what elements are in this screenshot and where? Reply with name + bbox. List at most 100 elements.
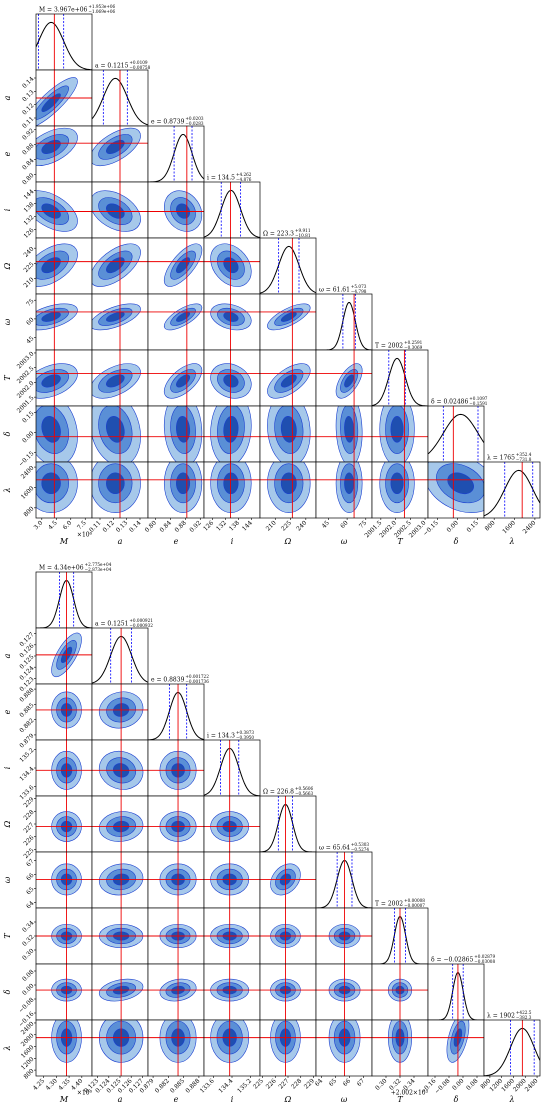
- panel: [36, 572, 92, 628]
- panel: [92, 182, 148, 238]
- panel: [148, 964, 204, 1020]
- panel: [36, 852, 92, 908]
- posterior-curve: [260, 803, 316, 852]
- y-tick-label: 0.88: [21, 142, 36, 157]
- x-tick-label: 65: [328, 1077, 338, 1087]
- panel: [148, 294, 204, 350]
- x-tick-label: 0.885: [169, 1077, 186, 1094]
- panel-bg: [260, 796, 316, 852]
- panel-title: M = 4.34e+06: [39, 565, 84, 572]
- panel-bg: [484, 1020, 540, 1076]
- panel: [36, 238, 92, 294]
- panel: [428, 964, 484, 1020]
- title-plus: +0.001722: [185, 674, 209, 679]
- panel: [36, 740, 92, 796]
- title-minus: −0.1591: [469, 401, 487, 406]
- panel-title: a = 0.1215: [95, 63, 129, 70]
- panel: [36, 70, 92, 126]
- x-tick-label: 60: [339, 519, 349, 529]
- panel: [260, 462, 316, 518]
- x-tick-label: 4.35: [57, 1077, 72, 1092]
- posterior-curve: [36, 21, 92, 70]
- y-tick-label: 0.15: [21, 410, 36, 425]
- x-axis-label: e: [174, 537, 179, 546]
- title-plus: +0.0109: [129, 60, 147, 65]
- panel: [92, 1020, 148, 1076]
- panel: [36, 462, 92, 518]
- panel: [36, 350, 92, 406]
- panel: [260, 796, 316, 852]
- panel-title: δ = 0.02486: [431, 399, 468, 406]
- x-tick-label: 4.25: [32, 1077, 47, 1092]
- panel: [204, 406, 260, 462]
- panel-title: Ω = 223.3: [263, 231, 294, 238]
- contour: [176, 472, 191, 495]
- posterior-curve: [148, 133, 204, 182]
- panel-bg: [92, 628, 148, 684]
- x-tick-label: 64: [314, 1077, 324, 1087]
- posterior-curve: [92, 635, 148, 684]
- x-tick-label: 226: [265, 1077, 278, 1090]
- x-axis-label: δ: [454, 537, 459, 546]
- contour: [41, 472, 61, 495]
- panel: [204, 852, 260, 908]
- panel: [92, 740, 148, 796]
- panel-title: e = 0.8739: [151, 119, 185, 126]
- panel: [204, 462, 260, 518]
- x-tick-label: −0.08: [434, 1077, 452, 1095]
- panel: [36, 628, 92, 684]
- panel: [92, 238, 148, 294]
- panel-bg: [428, 406, 484, 462]
- title-plus: +0.5606: [295, 786, 313, 791]
- y-tick-label: 0.92: [21, 127, 36, 142]
- title-minus: −731.8: [516, 457, 532, 462]
- y-tick-label: 45: [25, 335, 35, 345]
- y-tick-label: 0.879: [18, 732, 35, 749]
- x-axis-label: T: [397, 1095, 403, 1104]
- x-tick-label: 0.13: [115, 519, 130, 534]
- posterior-curve: [148, 691, 204, 740]
- panel: [316, 908, 372, 964]
- panel: [204, 908, 260, 964]
- x-tick-label: 0.88: [173, 519, 188, 534]
- panel-bg: [316, 852, 372, 908]
- x-axis-label: ω: [341, 537, 348, 546]
- panel: [316, 1020, 372, 1076]
- x-axis-label: i: [231, 537, 234, 546]
- panel-bg: [36, 572, 92, 628]
- panel: [260, 908, 316, 964]
- panel-frame: [483, 1019, 541, 1077]
- panel: [36, 1020, 92, 1076]
- x-axis-label: i: [231, 1095, 234, 1104]
- panel: [204, 294, 260, 350]
- x-axis-label: Ω: [284, 537, 292, 546]
- y-tick-label: 0.32: [21, 933, 36, 948]
- panel: [260, 964, 316, 1020]
- contour: [344, 374, 355, 388]
- x-axis-label: a: [118, 1095, 123, 1104]
- panel: [148, 684, 204, 740]
- x-tick-label: 0.08: [465, 1077, 480, 1092]
- y-axis-label: T: [3, 375, 12, 381]
- contour: [344, 472, 355, 495]
- x-tick-label: 4.30: [44, 1077, 59, 1092]
- panel: [92, 462, 148, 518]
- x-tick-label: 0.00: [451, 1077, 466, 1092]
- y-tick-label: 144: [22, 188, 35, 201]
- y-tick-label: 75: [25, 298, 35, 308]
- y-tick-label: 60: [25, 316, 35, 326]
- title-plus: +2.775e+04: [85, 562, 112, 567]
- y-tick-label: 0.84: [21, 157, 36, 172]
- x-tick-label: 4.5: [47, 519, 59, 531]
- panel: [92, 964, 148, 1020]
- x-tick-label: 2400: [524, 1077, 540, 1093]
- panel: [92, 852, 148, 908]
- y-tick-label: 225: [22, 261, 35, 274]
- title-plus: +352.4: [516, 452, 532, 457]
- panel: [92, 70, 148, 126]
- x-tick-label: 66: [342, 1077, 352, 1087]
- panel: [204, 1020, 260, 1076]
- x-axis-label: δ: [454, 1095, 459, 1104]
- panel: [260, 1020, 316, 1076]
- y-tick-label: 0.882: [18, 717, 35, 734]
